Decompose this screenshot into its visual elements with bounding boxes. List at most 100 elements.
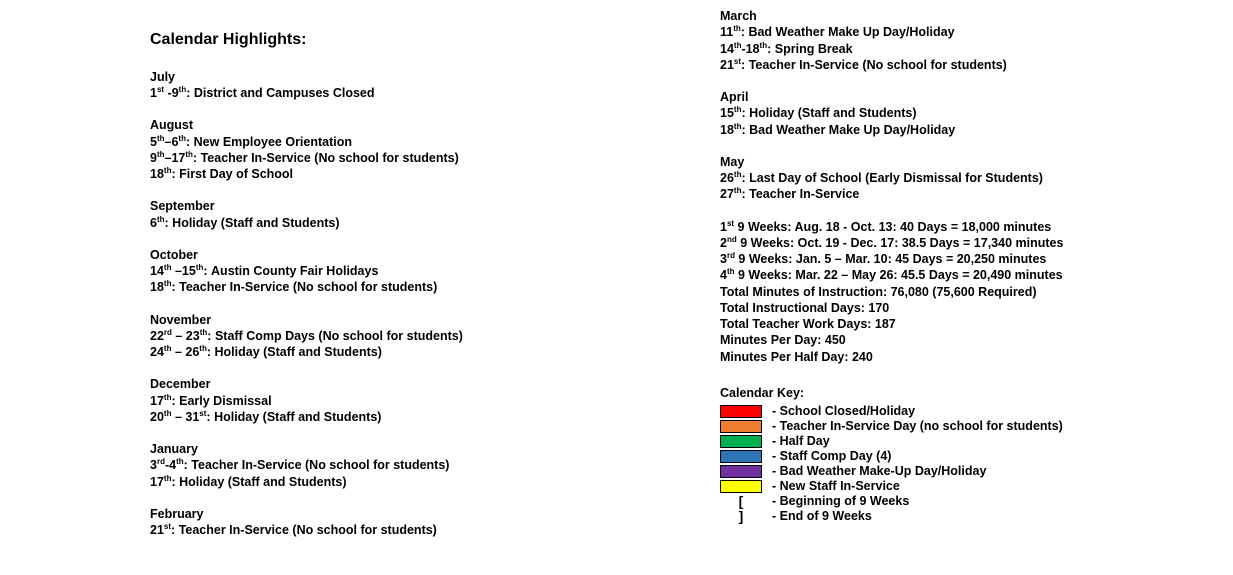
entry-date: 21st: (720, 58, 745, 72)
entry-date: 18th: (150, 167, 176, 181)
month-block: May26th: Last Day of School (Early Dismi… (720, 154, 1180, 203)
month-name: November (150, 312, 580, 328)
entry-desc: Teacher In-Service (No school for studen… (179, 523, 437, 537)
month-block: December17th: Early Dismissal20th – 31st… (150, 376, 580, 425)
entry-date: 17th: (150, 475, 176, 489)
calendar-entry: 18th: First Day of School (150, 166, 580, 182)
right-column: March11th: Bad Weather Make Up Day/Holid… (600, 0, 1200, 575)
entry-date: 27th: (720, 187, 746, 201)
calendar-key-row: ]End of 9 Weeks (720, 509, 1180, 524)
entry-desc: Bad Weather Make Up Day/Holiday (748, 25, 954, 39)
month-name: August (150, 117, 580, 133)
entry-desc: Last Day of School (Early Dismissal for … (749, 171, 1043, 185)
entry-date: 9th–17th: (150, 151, 197, 165)
month-block: October14th –15th: Austin County Fair Ho… (150, 247, 580, 296)
entry-desc: Austin County Fair Holidays (211, 264, 378, 278)
calendar-key-row: School Closed/Holiday (720, 404, 1180, 419)
stat-line: 3rd 9 Weeks: Jan. 5 – Mar. 10: 45 Days =… (720, 251, 1180, 267)
entry-date: 6th: (150, 216, 169, 230)
entry-desc: New Employee Orientation (194, 135, 352, 149)
calendar-entry: 21st: Teacher In-Service (No school for … (720, 57, 1180, 73)
entry-date: 21st: (150, 523, 175, 537)
entry-date: 5th–6th: (150, 135, 190, 149)
entry-desc: Teacher In-Service (No school for studen… (179, 280, 437, 294)
entry-desc: Staff Comp Days (No school for students) (215, 329, 463, 343)
entry-desc: Early Dismissal (179, 394, 271, 408)
entry-date: 3rd-4th: (150, 458, 188, 472)
page-title: Calendar Highlights: (150, 30, 580, 51)
entry-date: 26th: (720, 171, 746, 185)
month-name: February (150, 506, 580, 522)
stat-line: 4th 9 Weeks: Mar. 22 – May 26: 45.5 Days… (720, 267, 1180, 283)
entry-desc: Holiday (Staff and Students) (179, 475, 346, 489)
color-swatch (720, 420, 762, 433)
month-block: July1st -9th: District and Campuses Clos… (150, 69, 580, 102)
key-label: Teacher In-Service Day (no school for st… (772, 418, 1063, 434)
entry-desc: Holiday (Staff and Students) (214, 410, 381, 424)
month-block: January3rd-4th: Teacher In-Service (No s… (150, 441, 580, 490)
month-name: April (720, 89, 1180, 105)
month-name: December (150, 376, 580, 392)
entry-desc: Holiday (Staff and Students) (215, 345, 382, 359)
month-name: July (150, 69, 580, 85)
key-label: Staff Comp Day (4) (772, 448, 891, 464)
calendar-entry: 24th – 26th: Holiday (Staff and Students… (150, 344, 580, 360)
month-block: March11th: Bad Weather Make Up Day/Holid… (720, 8, 1180, 73)
entry-date: 15th: (720, 106, 746, 120)
calendar-key-row: Half Day (720, 434, 1180, 449)
stat-line: Total Minutes of Instruction: 76,080 (75… (720, 284, 1180, 300)
entry-desc: First Day of School (179, 167, 293, 181)
entry-desc: Holiday (Staff and Students) (172, 216, 339, 230)
color-swatch (720, 465, 762, 478)
calendar-entry: 17th: Holiday (Staff and Students) (150, 474, 580, 490)
entry-desc: Holiday (Staff and Students) (749, 106, 916, 120)
right-months-container: March11th: Bad Weather Make Up Day/Holid… (720, 8, 1180, 203)
calendar-entry: 14th –15th: Austin County Fair Holidays (150, 263, 580, 279)
stat-line: Minutes Per Day: 450 (720, 332, 1180, 348)
calendar-entry: 3rd-4th: Teacher In-Service (No school f… (150, 457, 580, 473)
month-block: November22rd – 23th: Staff Comp Days (No… (150, 312, 580, 361)
stat-line: Total Instructional Days: 170 (720, 300, 1180, 316)
calendar-entry: 18th: Teacher In-Service (No school for … (150, 279, 580, 295)
calendar-entry: 6th: Holiday (Staff and Students) (150, 215, 580, 231)
bracket-symbol: [ (720, 495, 762, 508)
calendar-entry: 11th: Bad Weather Make Up Day/Holiday (720, 24, 1180, 40)
entry-desc: Spring Break (775, 42, 853, 56)
month-name: September (150, 198, 580, 214)
stat-line: Minutes Per Half Day: 240 (720, 349, 1180, 365)
entry-date: 14th-18th: (720, 42, 771, 56)
month-block: August5th–6th: New Employee Orientation9… (150, 117, 580, 182)
calendar-entry: 5th–6th: New Employee Orientation (150, 134, 580, 150)
calendar-entry: 17th: Early Dismissal (150, 393, 580, 409)
calendar-entry: 27th: Teacher In-Service (720, 186, 1180, 202)
color-swatch (720, 435, 762, 448)
entry-desc: Bad Weather Make Up Day/Holiday (749, 123, 955, 137)
key-label: Half Day (772, 433, 830, 449)
calendar-entry: 20th – 31st: Holiday (Staff and Students… (150, 409, 580, 425)
entry-date: 18th: (720, 123, 746, 137)
calendar-highlights-page: Calendar Highlights: July1st -9th: Distr… (0, 0, 1233, 575)
entry-date: 20th – 31st: (150, 410, 211, 424)
entry-date: 11th: (720, 25, 745, 39)
entry-date: 17th: (150, 394, 176, 408)
entry-date: 24th – 26th: (150, 345, 211, 359)
calendar-key-title: Calendar Key: (720, 385, 1180, 401)
calendar-entry: 15th: Holiday (Staff and Students) (720, 105, 1180, 121)
key-label: Beginning of 9 Weeks (772, 493, 909, 509)
entry-date: 1st -9th: (150, 86, 190, 100)
calendar-key-row: Bad Weather Make-Up Day/Holiday (720, 464, 1180, 479)
key-label: End of 9 Weeks (772, 508, 872, 524)
color-swatch (720, 480, 762, 493)
color-swatch (720, 450, 762, 463)
month-name: October (150, 247, 580, 263)
calendar-key-row: Teacher In-Service Day (no school for st… (720, 419, 1180, 434)
stat-line: Total Teacher Work Days: 187 (720, 316, 1180, 332)
entry-date: 18th: (150, 280, 176, 294)
entry-desc: Teacher In-Service (No school for studen… (191, 458, 449, 472)
left-months-container: July1st -9th: District and Campuses Clos… (150, 69, 580, 539)
calendar-key-row: New Staff In-Service (720, 479, 1180, 494)
key-label: New Staff In-Service (772, 478, 900, 494)
month-name: March (720, 8, 1180, 24)
month-block: April15th: Holiday (Staff and Students)1… (720, 89, 1180, 138)
calendar-entry: 14th-18th: Spring Break (720, 41, 1180, 57)
